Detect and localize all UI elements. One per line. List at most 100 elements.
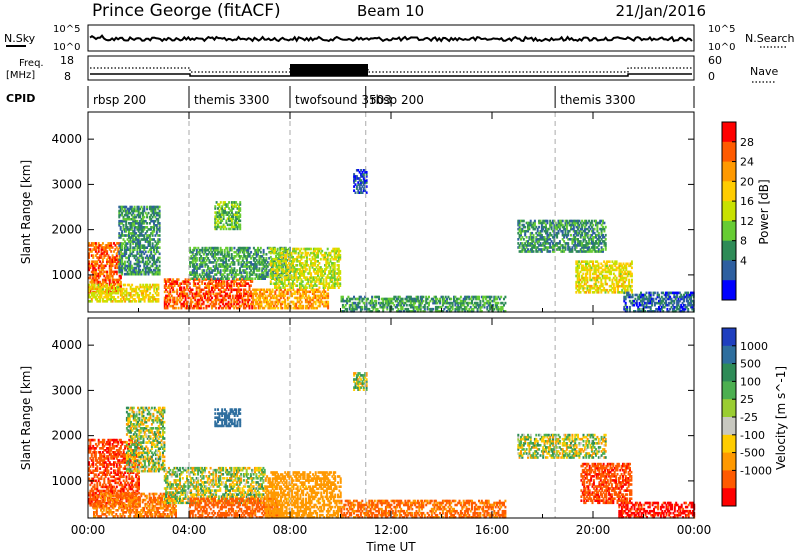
- data-cell: [195, 248, 198, 252]
- data-cell: [121, 262, 124, 266]
- data-cell: [188, 306, 191, 310]
- data-cell: [153, 295, 156, 299]
- data-cell: [412, 307, 415, 311]
- data-cell: [108, 272, 111, 276]
- data-cell: [129, 285, 132, 289]
- data-cell: [136, 207, 139, 211]
- data-cell: [141, 217, 144, 221]
- data-cell: [139, 222, 142, 225]
- data-cell: [324, 294, 327, 298]
- data-cell: [365, 171, 368, 174]
- data-cell: [133, 254, 136, 258]
- data-cell: [155, 248, 158, 251]
- data-cell: [249, 284, 252, 287]
- data-cell: [451, 307, 454, 311]
- data-cell: [228, 211, 231, 214]
- data-cell: [302, 292, 305, 296]
- data-cell: [290, 266, 293, 269]
- data-cell: [147, 240, 150, 243]
- data-cell: [129, 228, 132, 231]
- data-cell: [208, 284, 211, 287]
- data-cell: [110, 283, 113, 287]
- data-cell: [104, 295, 107, 299]
- data-cell: [153, 228, 155, 231]
- data-cell: [272, 277, 275, 280]
- data-cell: [97, 280, 100, 284]
- data-cell: [233, 288, 236, 292]
- data-cell: [170, 286, 173, 289]
- data-cell: [88, 293, 90, 297]
- data-cell: [198, 248, 201, 252]
- data-cell: [453, 299, 455, 303]
- data-cell: [243, 269, 246, 272]
- data-cell: [439, 299, 442, 303]
- data-cell: [280, 255, 283, 259]
- data-cell: [219, 227, 222, 231]
- data-cell: [321, 302, 324, 306]
- data-cell: [258, 267, 261, 270]
- data-cell: [137, 266, 140, 270]
- data-cell: [466, 303, 469, 307]
- data-cell: [90, 244, 93, 247]
- data-cell: [92, 293, 95, 297]
- data-cell: [292, 306, 295, 310]
- data-cell: [296, 264, 299, 267]
- data-cell: [106, 293, 109, 297]
- data-cell: [151, 258, 154, 262]
- data-cell: [118, 287, 121, 291]
- data-cell: [283, 286, 286, 289]
- data-cell: [206, 294, 209, 298]
- data-cell: [108, 264, 111, 268]
- data-cell: [333, 272, 336, 275]
- data-cell: [321, 294, 324, 298]
- data-cell: [202, 257, 205, 260]
- data-cell: [466, 310, 469, 313]
- data-cell: [375, 301, 378, 305]
- data-cell: [215, 263, 218, 266]
- data-cell: [230, 273, 233, 276]
- data-cell: [237, 215, 240, 218]
- data-cell: [208, 246, 211, 250]
- data-cell: [151, 295, 154, 299]
- data-cell: [128, 217, 130, 221]
- data-cell: [379, 303, 382, 307]
- data-cell: [147, 250, 150, 254]
- data-cell: [397, 295, 400, 299]
- data-cell: [146, 222, 149, 225]
- data-cell: [107, 298, 110, 301]
- data-cell: [300, 306, 303, 310]
- data-cell: [92, 295, 95, 299]
- data-cell: [268, 298, 271, 302]
- data-cell: [137, 244, 140, 247]
- data-cell: [325, 260, 328, 263]
- data-cell: [275, 262, 278, 265]
- data-cell: [155, 244, 158, 247]
- data-cell: [260, 288, 263, 292]
- data-cell: [339, 255, 342, 259]
- data-cell: [114, 288, 117, 292]
- data-cell: [115, 287, 118, 291]
- data-cell: [221, 207, 224, 210]
- data-cell: [307, 264, 310, 267]
- data-cell: [325, 262, 328, 265]
- data-cell: [195, 300, 198, 304]
- data-cell: [321, 274, 324, 277]
- data-cell: [429, 299, 432, 303]
- data-cell: [139, 226, 142, 229]
- data-cell: [157, 240, 160, 243]
- data-cell: [307, 294, 310, 298]
- data-cell: [125, 230, 128, 233]
- data-cell: [319, 270, 322, 273]
- data-cell: [115, 258, 118, 261]
- data-cell: [292, 286, 294, 289]
- data-cell: [301, 251, 304, 255]
- data-cell: [197, 294, 200, 298]
- data-cell: [130, 207, 133, 211]
- data-cell: [154, 272, 157, 276]
- data-cell: [144, 219, 147, 223]
- data-cell: [151, 262, 154, 266]
- data-cell: [146, 226, 149, 229]
- data-cell: [215, 257, 218, 260]
- data-cell: [132, 230, 135, 233]
- data-cell: [107, 276, 110, 280]
